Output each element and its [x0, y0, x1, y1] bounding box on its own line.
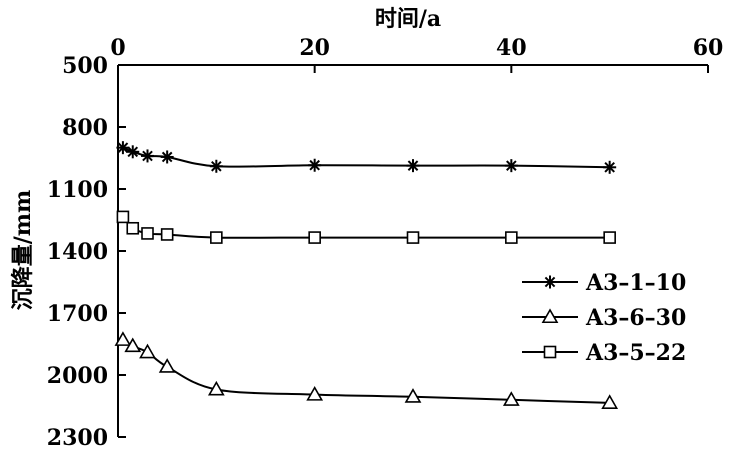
series-star — [116, 141, 617, 174]
data-point-star — [543, 275, 557, 289]
data-point-square — [210, 231, 223, 244]
data-point-square — [126, 221, 140, 235]
x-ticks: 0 20 40 60 — [110, 35, 723, 73]
series-line — [122, 339, 610, 404]
data-point-square — [308, 231, 321, 244]
data-point-star — [308, 158, 322, 172]
data-point-triangle — [158, 358, 176, 373]
series-line — [122, 146, 610, 169]
y-tick-label: 1400 — [47, 239, 108, 265]
series-line — [122, 216, 610, 239]
x-axis-title: 时间/a — [375, 6, 441, 32]
legend-label: A3–6–30 — [585, 305, 686, 331]
data-point-square — [116, 210, 130, 224]
series-layer — [114, 141, 619, 409]
axes — [117, 64, 708, 437]
y-tick-label: 2000 — [47, 363, 108, 389]
data-point-square — [160, 228, 174, 241]
y-tick-label: 1700 — [47, 301, 108, 327]
data-point-square — [141, 227, 154, 240]
data-point-square — [406, 231, 420, 244]
data-point-triangle — [601, 394, 619, 409]
data-point-triangle — [502, 391, 520, 406]
y-tick-label: 2300 — [47, 425, 108, 451]
y-tick-label: 1100 — [47, 177, 108, 203]
data-point-star — [603, 160, 617, 174]
y-axis-title: 沉降量/mm — [10, 190, 36, 311]
data-point-triangle — [541, 308, 559, 324]
data-point-triangle — [207, 380, 225, 396]
data-point-star — [126, 145, 140, 159]
data-point-triangle — [404, 388, 422, 403]
y-tick-label: 500 — [62, 53, 108, 79]
x-tick-label: 0 — [110, 35, 125, 61]
data-point-star — [160, 150, 174, 164]
data-point-triangle — [124, 337, 142, 353]
x-tick-label: 60 — [693, 35, 724, 61]
legend-label: A3–1–10 — [585, 270, 686, 296]
data-point-triangle — [139, 343, 156, 359]
data-point-star — [141, 149, 154, 163]
data-point-star — [116, 141, 130, 155]
legend-item: A3–1–10 — [522, 270, 686, 296]
legend-item: A3–6–30 — [522, 305, 686, 331]
data-point-triangle — [306, 386, 324, 401]
data-point-triangle — [114, 331, 132, 346]
data-point-star — [209, 159, 223, 173]
data-point-square — [505, 231, 518, 244]
data-point-square — [543, 345, 557, 359]
x-tick-label: 40 — [496, 35, 527, 61]
data-point-square — [603, 231, 616, 244]
y-tick-label: 800 — [62, 115, 108, 141]
legend-label: A3–5–22 — [585, 340, 686, 366]
x-tick-label: 20 — [299, 35, 330, 61]
series-square — [116, 210, 616, 244]
legend: A3–1–10 A3–6–30 A3–5–22 — [522, 270, 686, 366]
data-point-star — [406, 159, 420, 173]
y-ticks: 500 800 1100 1400 1700 2000 2300 — [47, 53, 126, 451]
legend-item: A3–5–22 — [522, 340, 686, 366]
series-triangle — [114, 331, 619, 409]
data-point-star — [504, 159, 518, 173]
